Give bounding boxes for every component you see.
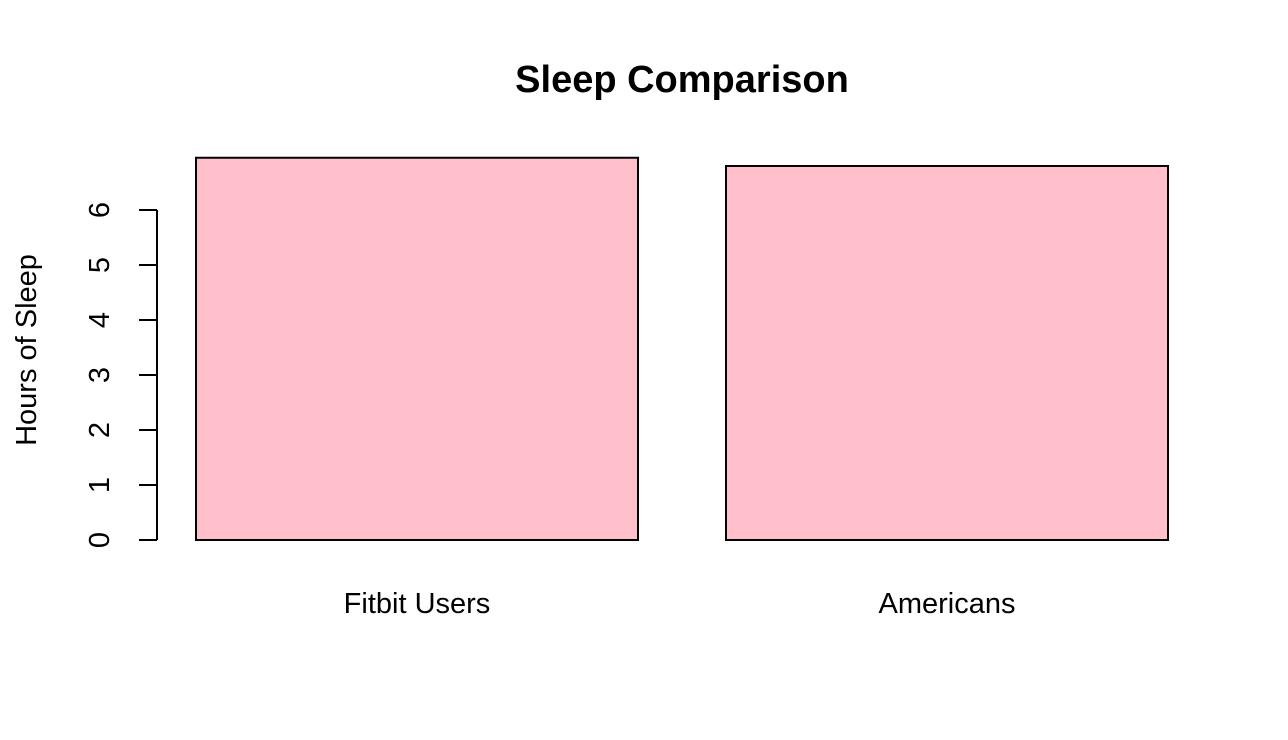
- x-axis-labels: Fitbit Users Americans: [344, 588, 1016, 620]
- bar: [195, 156, 639, 541]
- y-tick-label: 2: [84, 422, 116, 438]
- y-tick-label: 6: [84, 202, 116, 218]
- bars-group: [195, 156, 1169, 541]
- x-category-label: Americans: [879, 588, 1016, 620]
- bar: [725, 165, 1169, 541]
- y-tick-label: 1: [84, 477, 116, 493]
- y-tick-label: 5: [84, 257, 116, 273]
- y-tick-label: 3: [84, 367, 116, 383]
- x-category-label: Fitbit Users: [344, 588, 491, 620]
- y-tick-label: 4: [84, 312, 116, 328]
- chart-title: Sleep Comparison: [515, 59, 849, 101]
- y-axis-label: Hours of Sleep: [11, 254, 43, 446]
- y-tick-label: 0: [84, 532, 116, 548]
- y-axis: 0 1 2 3 4 5 6: [84, 202, 158, 548]
